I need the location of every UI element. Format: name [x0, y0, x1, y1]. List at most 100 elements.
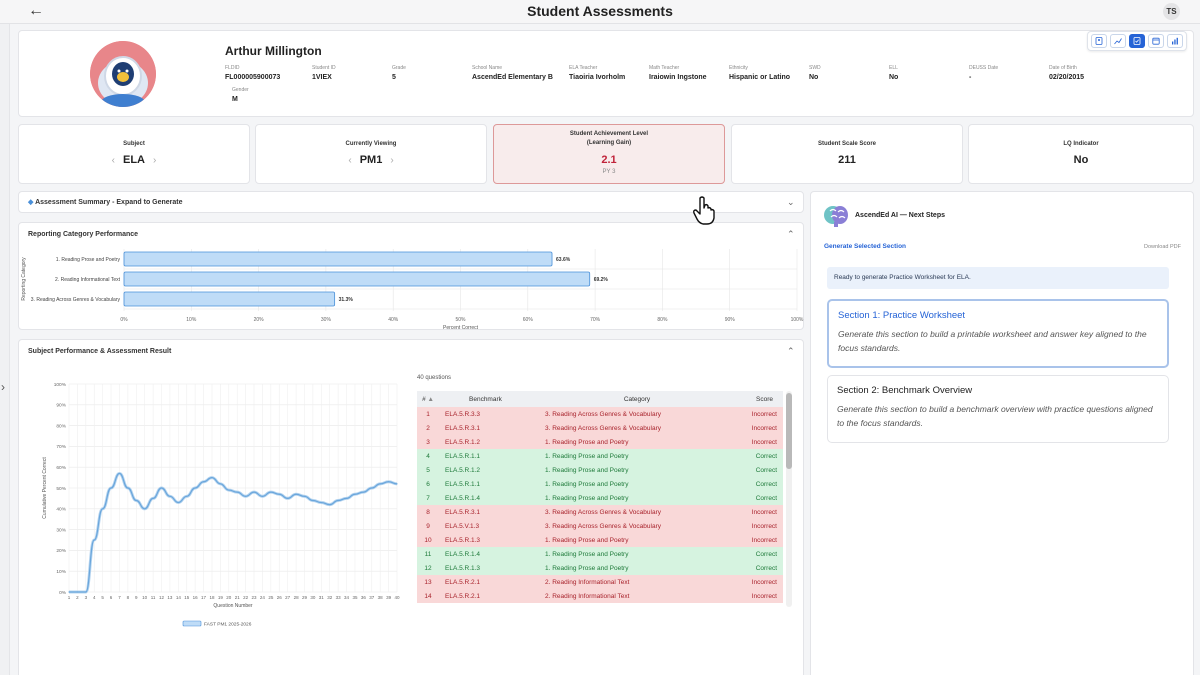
col-score-header[interactable]: Score [729, 391, 783, 407]
field-date-of-birth: Date of Birth 02/20/2015 [1049, 65, 1085, 81]
cell-benchmark: ELA.5.R.2.1 [439, 589, 539, 603]
section-practice-worksheet[interactable]: Section 1: Practice Worksheet Generate t… [827, 299, 1169, 368]
x-tick-label: 39 [386, 595, 392, 600]
achievement-level-card[interactable]: Student Achievement Level (Learning Gain)… [493, 124, 725, 184]
chevron-down-icon[interactable]: ⌄ [787, 197, 795, 207]
data-point [68, 591, 70, 593]
assessment-summary-bar[interactable]: ◆ Assessment Summary - Expand to Generat… [18, 191, 804, 213]
chevron-up-icon[interactable]: ⌃ [787, 229, 795, 239]
table-row[interactable]: 4 ELA.5.R.1.1 1. Reading Prose and Poetry C… [417, 449, 783, 463]
field-flid: FLDID FL000005900073 [225, 65, 281, 81]
table-scrollbar[interactable] [786, 391, 792, 607]
view-calendar-button[interactable] [1148, 34, 1164, 48]
cumulative-line-chart: 0%10%20%30%40%50%60%70%80%90%100%1 2 3 4 5 6 7… [42, 382, 400, 628]
scrollbar-thumb[interactable] [786, 393, 792, 469]
cell-benchmark: ELA.5.R.1.1 [439, 477, 539, 491]
x-tick-label: 24 [260, 595, 266, 600]
table-row[interactable]: 6 ELA.5.R.1.1 1. Reading Prose and Poetry C… [417, 477, 783, 491]
y-tick-label: 10% [56, 569, 66, 575]
x-tick-label: 4 [93, 595, 96, 600]
top-bar: ← Student Assessments TS [0, 0, 1200, 24]
user-avatar[interactable]: TS [1163, 3, 1180, 20]
table-row[interactable]: 9 ELA.5.V.1.3 3. Reading Across Genres & V… [417, 519, 783, 533]
ai-next-steps-panel: AscendEd AI — Next Steps Generate Select… [810, 191, 1194, 675]
sort-asc-icon[interactable]: ▲ [427, 395, 434, 403]
data-point [102, 508, 104, 510]
data-point [228, 489, 230, 491]
view-profile-button[interactable] [1091, 34, 1107, 48]
subject-prev-icon[interactable]: ‹ [111, 155, 115, 166]
table-row[interactable]: 14 ELA.5.R.2.1 2. Reading Informational Te… [417, 589, 783, 603]
table-row[interactable]: 7 ELA.5.R.1.4 1. Reading Prose and Poetry C… [417, 491, 783, 505]
generate-section-button[interactable]: Generate Selected Section [824, 243, 907, 250]
viewing-prev-icon[interactable]: ‹ [348, 155, 352, 166]
subject-next-icon[interactable]: › [153, 155, 157, 166]
x-tick-label: 9 [135, 595, 138, 600]
cell-benchmark: ELA.5.R.1.1 [439, 449, 539, 463]
table-row[interactable]: 2 ELA.5.R.3.1 3. Reading Across Genres & V… [417, 421, 783, 435]
view-assessment-button[interactable] [1129, 34, 1145, 48]
data-point [362, 491, 364, 493]
x-tick-label: 90% [725, 317, 736, 323]
table-row[interactable]: 8 ELA.5.R.3.1 3. Reading Across Genres & V… [417, 505, 783, 519]
section-1-title: Section 1: Practice Worksheet [838, 310, 966, 321]
y-tick-label: 80% [56, 423, 66, 429]
table-row[interactable]: 5 ELA.5.R.1.2 1. Reading Prose and Poetry C… [417, 463, 783, 477]
section-benchmark-overview[interactable]: Section 2: Benchmark Overview Generate t… [827, 375, 1169, 443]
table-row[interactable]: 11 ELA.5.R.1.4 1. Reading Prose and Poetry… [417, 547, 783, 561]
data-point [76, 591, 79, 593]
x-tick-label: 7 [118, 595, 121, 600]
viewing-next-icon[interactable]: › [390, 155, 394, 166]
table-row[interactable]: 12 ELA.5.R.1.3 1. Reading Prose and Poetry… [417, 561, 783, 575]
x-tick-label: 21 [235, 595, 241, 600]
category-label: 1. Reading Prose and Poetry [56, 257, 121, 263]
cell-score: Incorrect [729, 589, 783, 603]
cell-category: 3. Reading Across Genres & Vocabulary [539, 407, 729, 421]
y-tick-label: 0% [59, 590, 67, 596]
col-category-header[interactable]: Category [539, 391, 729, 407]
bar [123, 271, 591, 287]
cell-num: 1 [417, 407, 439, 421]
cell-num: 6 [417, 477, 439, 491]
view-line-chart-button[interactable] [1110, 34, 1126, 48]
lq-indicator-card: LQ Indicator No [968, 124, 1194, 184]
expand-sidebar-icon[interactable]: › [1, 380, 5, 394]
data-point [337, 499, 339, 502]
y-tick-label: 50% [56, 486, 66, 492]
x-tick-label: 11 [151, 595, 156, 600]
cell-num: 14 [417, 589, 439, 603]
page-title: Student Assessments [527, 3, 673, 19]
chevron-up-icon[interactable]: ⌃ [787, 346, 795, 356]
section-1-desc: Generate this section to build a printab… [838, 329, 1147, 353]
table-row[interactable]: 13 ELA.5.R.2.1 2. Reading Informational Te… [417, 575, 783, 589]
cell-score: Correct [729, 547, 783, 561]
cell-num: 9 [417, 519, 439, 533]
back-arrow-icon[interactable]: ← [28, 2, 44, 19]
x-tick-label: 37 [369, 595, 375, 600]
x-tick-label: 40% [388, 317, 399, 323]
field-deuss-date: DEUSS Date - [969, 65, 999, 81]
download-pdf-button[interactable]: Download PDF [1144, 244, 1181, 250]
cell-num: 5 [417, 463, 439, 477]
table-row[interactable]: 1 ELA.5.R.3.3 3. Reading Across Genres & V… [417, 407, 783, 421]
x-tick-label: 50% [455, 317, 466, 323]
y-tick-label: 40% [56, 507, 66, 513]
table-row[interactable]: 3 ELA.5.R.1.2 1. Reading Prose and Poetry I… [417, 435, 783, 449]
table-row[interactable]: 10 ELA.5.R.1.3 1. Reading Prose and Poetry… [417, 533, 783, 547]
category-label: 3. Reading Across Genres & Vocabulary [31, 297, 121, 303]
data-point [287, 497, 289, 499]
view-bar-chart-button[interactable] [1167, 34, 1183, 48]
x-tick-label: 13 [167, 595, 173, 600]
questions-count: 40 questions [417, 375, 452, 381]
col-benchmark-header[interactable]: Benchmark [439, 391, 539, 407]
col-num-header[interactable]: # ▲ [417, 391, 439, 407]
x-tick-label: 31 [319, 595, 325, 600]
cell-category: 1. Reading Prose and Poetry [539, 491, 729, 505]
subject-value: ELA [123, 154, 145, 166]
cell-category: 3. Reading Across Genres & Vocabulary [539, 519, 729, 533]
reporting-category-card: Reporting Category Performance ⌃ 0% 10% 20… [18, 222, 804, 331]
cell-category: 1. Reading Prose and Poetry [539, 561, 729, 575]
cell-category: 1. Reading Prose and Poetry [539, 449, 729, 463]
data-point [236, 491, 238, 493]
cell-score: Correct [729, 449, 783, 463]
